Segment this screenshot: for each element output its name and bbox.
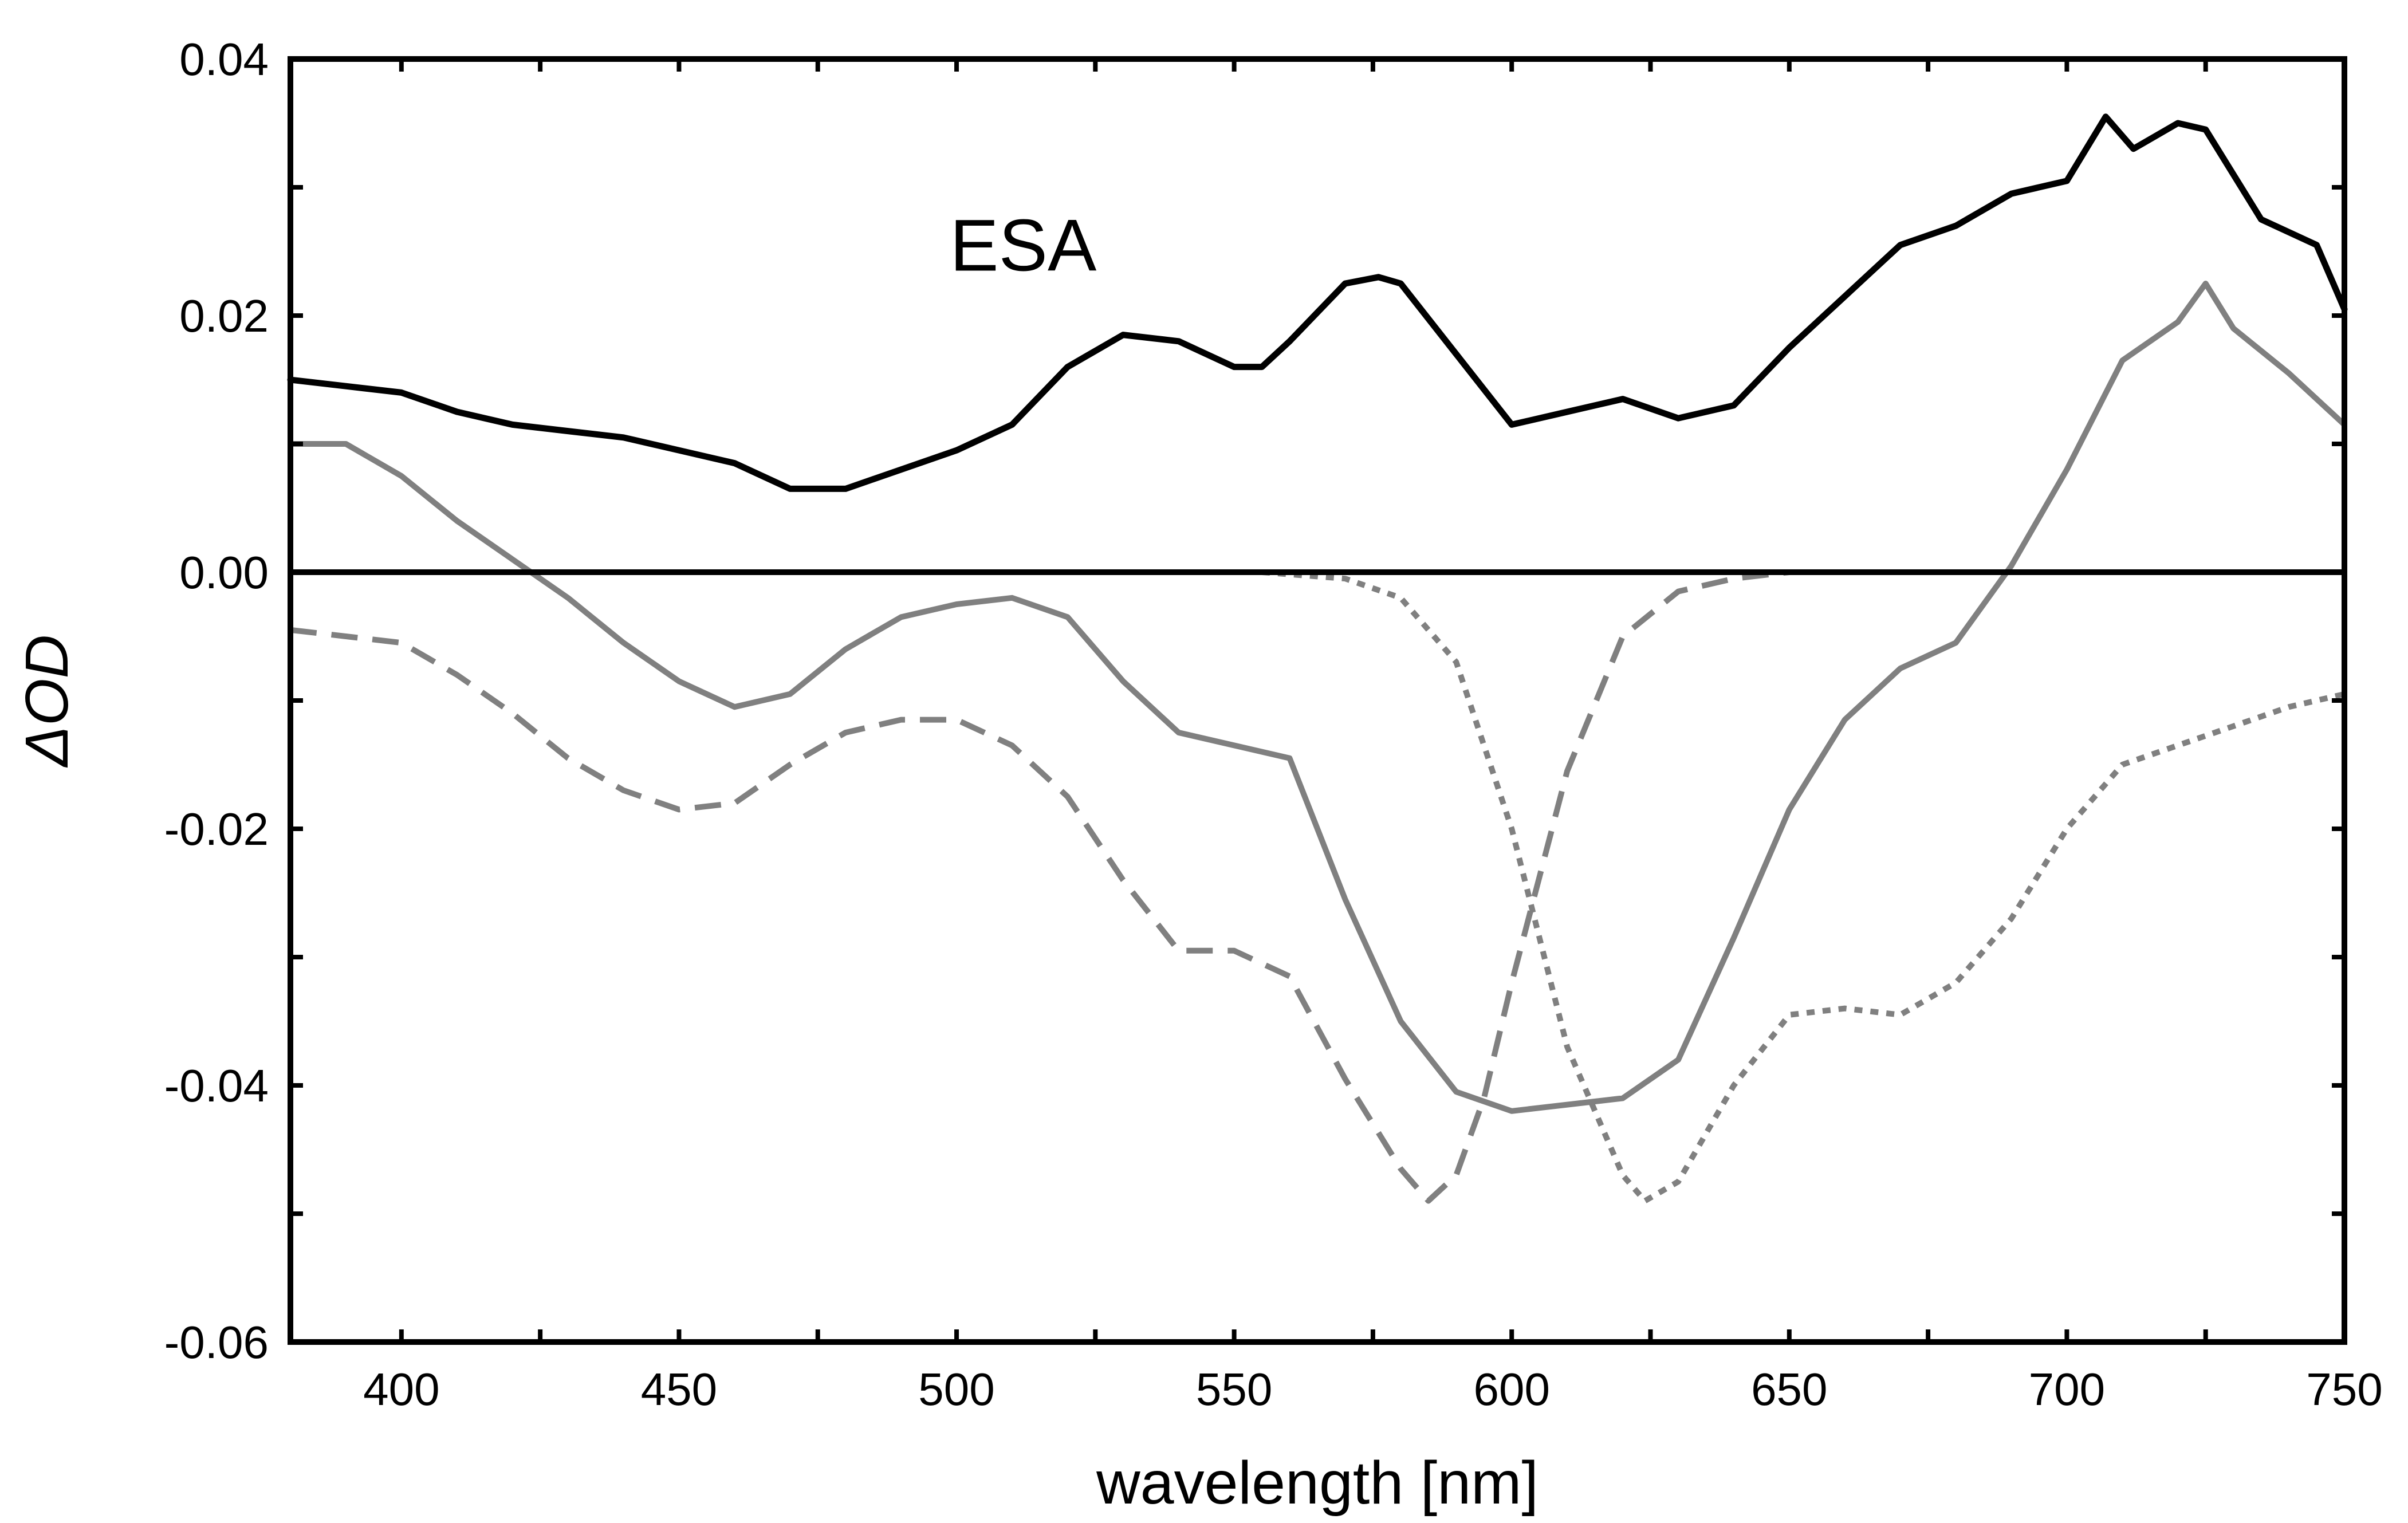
y-tick-label: 0.02 (179, 290, 269, 341)
series-line-esa (287, 113, 2348, 492)
axis-layer: 400 450 500 550 600 650 700 750 0.04 0.02 0.00 -0.0… (164, 34, 2383, 1415)
x-tick-label: 600 (1473, 1364, 1549, 1415)
y-tick-label: 0.00 (179, 547, 269, 598)
x-tick-label: 650 (1751, 1364, 1827, 1415)
plot-frame (288, 56, 2347, 1345)
y-tick-label: 0.04 (179, 34, 269, 85)
series-line-gsb (290, 569, 2344, 1204)
x-tick-label: 400 (363, 1364, 439, 1415)
series-line-total (288, 281, 2347, 1114)
y-tick-label: -0.04 (164, 1060, 269, 1111)
x-tick-label: 450 (641, 1364, 717, 1415)
x-tick-label: 700 (2029, 1364, 2105, 1415)
x-tick-label: 750 (2306, 1364, 2382, 1415)
y-axis-title: ΔOD (13, 635, 81, 768)
plot-layer (287, 113, 2348, 1204)
esa-annotation: ESA (950, 205, 1097, 287)
y-tick-label: -0.06 (164, 1317, 269, 1368)
x-tick-label: 500 (918, 1364, 994, 1415)
series-line-se (1261, 569, 2346, 1204)
y-tick-label: -0.02 (164, 804, 269, 855)
x-tick-label: 550 (1196, 1364, 1272, 1415)
x-axis-title: wavelength [nm] (1096, 1449, 1539, 1517)
